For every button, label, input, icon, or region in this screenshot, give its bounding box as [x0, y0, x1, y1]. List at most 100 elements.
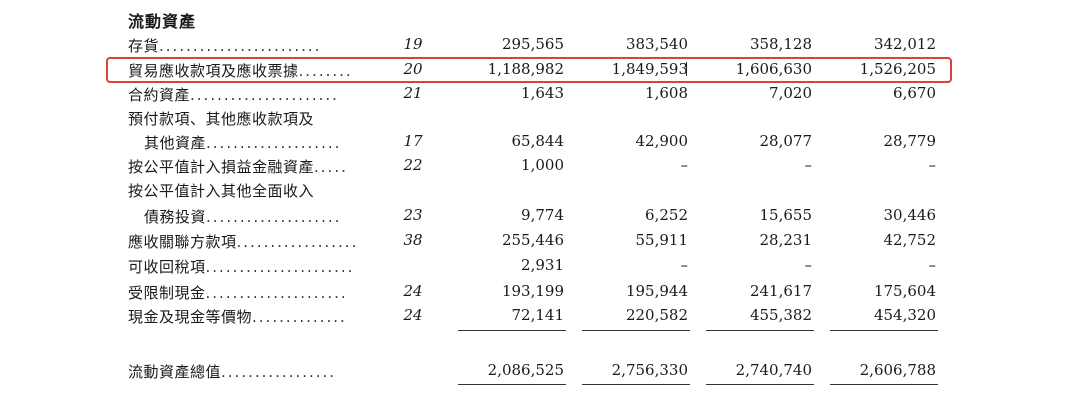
value-col4: 454,320: [873, 306, 936, 324]
value-col3: –: [804, 256, 813, 274]
total-rule: [582, 384, 690, 385]
leader-dots: .....................: [205, 284, 348, 302]
value-col2: 42,900: [635, 132, 689, 150]
row-label: 其他資產: [144, 134, 207, 152]
leader-dots: ......................: [205, 258, 355, 276]
value-col3: 358,128: [749, 35, 812, 53]
leader-dots: .................: [221, 363, 337, 381]
section-heading: 流動資產: [128, 12, 197, 31]
row-label: 存貨: [128, 37, 160, 55]
value-col2: –: [680, 156, 689, 174]
row-label: 現金及現金等價物: [128, 308, 253, 326]
row-label: 合約資產: [128, 86, 191, 104]
value-col1: 295,565: [501, 35, 564, 53]
value-col3: 28,077: [759, 132, 813, 150]
value-col2: 220,582: [625, 306, 688, 324]
value-col1: 2,931: [521, 256, 564, 274]
row-label: 預付款項、其他應收款項及: [128, 110, 315, 128]
table-row: 預付款項、其他應收款項及: [0, 108, 1080, 132]
leader-dots: ..................: [236, 233, 359, 251]
row-note: 38: [403, 231, 423, 249]
value-col3: 28,231: [759, 231, 813, 249]
table-row: 存貨........................ 19 295,565 38…: [0, 35, 1080, 59]
table-row: 應收關聯方款項.................. 38 255,446 55,…: [0, 231, 1080, 255]
total-rule: [706, 384, 814, 385]
value-col3: 455,382: [749, 306, 812, 324]
value-col2: 383,540: [625, 35, 688, 53]
row-note: 21: [403, 84, 423, 102]
value-col1: 72,141: [511, 306, 565, 324]
row-note: 23: [403, 206, 423, 224]
leader-dots: .....: [314, 158, 348, 176]
value-col4: –: [928, 256, 937, 274]
row-label: 按公平值計入其他全面收入: [128, 182, 315, 200]
total-label: 流動資產總值: [128, 363, 222, 381]
row-note: 22: [403, 156, 423, 174]
total-col2: 2,756,330: [611, 361, 688, 379]
value-col1: 255,446: [501, 231, 564, 249]
value-col1: 193,199: [501, 282, 564, 300]
value-col2: 6,252: [645, 206, 688, 224]
leader-dots: ........: [298, 62, 353, 80]
value-col4: 1,526,205: [859, 60, 936, 78]
row-label: 貿易應收款項及應收票據: [128, 62, 299, 80]
total-rule: [458, 384, 566, 385]
value-col3: 15,655: [759, 206, 813, 224]
highlight-box: [106, 57, 952, 83]
leader-dots: ....................: [206, 208, 342, 226]
table-row: 可收回稅項...................... 2,931 – – –: [0, 256, 1080, 280]
value-col2: 195,944: [625, 282, 688, 300]
subtotal-rule: [458, 330, 566, 331]
value-col2: 1,849,593: [611, 60, 688, 78]
value-col3: 7,020: [769, 84, 812, 102]
subtotal-rule: [582, 330, 690, 331]
value-col4: 6,670: [893, 84, 936, 102]
table-row: 債務投資.................... 23 9,774 6,252 …: [0, 206, 1080, 230]
value-col1: 1,188,982: [487, 60, 564, 78]
value-col4: 42,752: [883, 231, 937, 249]
row-note: 24: [403, 306, 423, 324]
value-col1: 9,774: [521, 206, 564, 224]
row-label: 債務投資: [144, 208, 207, 226]
value-col2: –: [680, 256, 689, 274]
total-rule: [830, 384, 938, 385]
value-col4: 342,012: [873, 35, 936, 53]
value-col3: 1,606,630: [735, 60, 812, 78]
row-note: 19: [403, 35, 423, 53]
table-row: 現金及現金等價物.............. 24 72,141 220,582…: [0, 306, 1080, 330]
leader-dots: ......................: [190, 86, 339, 104]
value-col1: 1,643: [521, 84, 564, 102]
text-cursor: [686, 62, 687, 76]
row-note: 20: [403, 60, 423, 78]
value-col4: 28,779: [883, 132, 937, 150]
total-row: 流動資產總值................. 2,086,525 2,756,…: [0, 361, 1080, 385]
total-col1: 2,086,525: [487, 361, 564, 379]
value-col4: –: [928, 156, 937, 174]
value-col1: 65,844: [511, 132, 565, 150]
table-row: 其他資產.................... 17 65,844 42,90…: [0, 132, 1080, 156]
table-row: 受限制現金..................... 24 193,199 19…: [0, 282, 1080, 306]
row-label: 應收關聯方款項: [128, 233, 237, 251]
table-row: 合約資產...................... 21 1,643 1,60…: [0, 84, 1080, 108]
value-col4: 30,446: [883, 206, 937, 224]
total-col4: 2,606,788: [859, 361, 936, 379]
total-col3: 2,740,740: [735, 361, 812, 379]
value-col2: 55,911: [635, 231, 689, 249]
row-label: 按公平值計入損益金融資產: [128, 158, 315, 176]
row-note: 24: [403, 282, 423, 300]
row-label: 可收回稅項: [128, 258, 206, 276]
value-col4: 175,604: [873, 282, 936, 300]
leader-dots: ....................: [206, 134, 342, 152]
subtotal-rule: [706, 330, 814, 331]
subtotal-rule: [830, 330, 938, 331]
value-col2: 1,608: [645, 84, 688, 102]
table-row: 按公平值計入損益金融資產..... 22 1,000 – – –: [0, 156, 1080, 180]
leader-dots: ........................: [159, 37, 322, 55]
leader-dots: ..............: [252, 308, 347, 326]
value-col3: 241,617: [749, 282, 812, 300]
table-row: 貿易應收款項及應收票據........ 20 1,188,982 1,849,5…: [0, 60, 1080, 84]
row-note: 17: [403, 132, 423, 150]
value-col3: –: [804, 156, 813, 174]
row-label: 受限制現金: [128, 284, 206, 302]
value-col1: 1,000: [521, 156, 564, 174]
